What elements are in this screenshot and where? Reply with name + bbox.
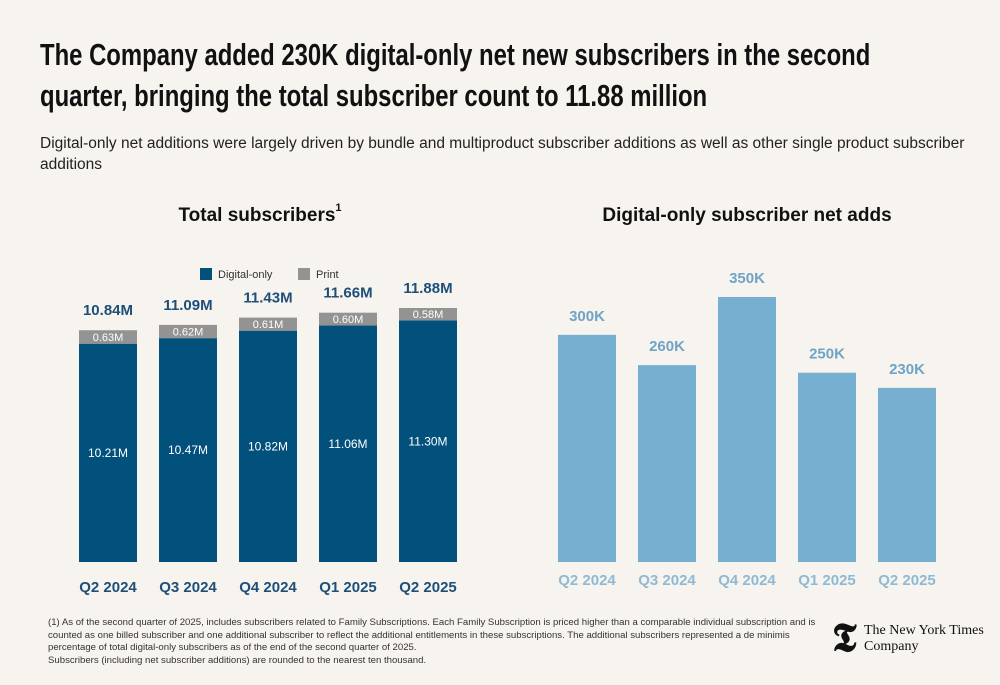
bar-segment — [79, 343, 137, 562]
total-label: 10.84M — [83, 302, 133, 319]
total-label: 11.88M — [403, 280, 452, 297]
footnotes: (1) As of the second quarter of 2025, in… — [48, 617, 818, 667]
value-label: 10.82M — [248, 440, 288, 454]
value-label: 230K — [889, 361, 925, 378]
logo-mark: 𝕿 — [832, 615, 857, 660]
bar — [718, 297, 776, 562]
bar — [558, 334, 616, 562]
x-tick-label: Q3 2024 — [159, 579, 217, 596]
value-label: 0.62M — [173, 326, 204, 338]
value-label: 0.61M — [253, 319, 284, 331]
value-label: 260K — [649, 338, 685, 355]
bar-segment — [319, 312, 377, 326]
value-label: 10.47M — [168, 443, 208, 457]
bar-segment — [159, 338, 217, 562]
total-label: 11.66M — [323, 285, 372, 302]
value-label: 11.06M — [328, 437, 367, 451]
legend-swatch — [298, 268, 310, 280]
x-tick-label: Q2 2025 — [399, 579, 457, 596]
value-label: 0.63M — [93, 332, 124, 344]
bar — [798, 372, 856, 562]
footnote: (1) As of the second quarter of 2025, in… — [48, 617, 816, 653]
x-tick-label: Q4 2024 — [718, 572, 776, 589]
value-label: 0.60M — [333, 314, 364, 326]
chart-title: Total subscribers1 — [178, 202, 341, 226]
x-tick-label: Q1 2025 — [798, 572, 856, 589]
footnote: Subscribers (including net subscriber ad… — [48, 654, 427, 666]
bar — [878, 387, 936, 562]
x-tick-label: Q2 2024 — [79, 579, 137, 596]
chart-title: Digital-only subscriber net adds — [602, 205, 891, 226]
legend-swatch — [200, 268, 212, 280]
bar-segment — [239, 317, 297, 331]
legend-label: Print — [316, 269, 339, 281]
legend-label: Digital-only — [218, 269, 273, 281]
bar-segment — [159, 324, 217, 339]
bar-segment — [239, 330, 297, 562]
x-tick-label: Q4 2024 — [239, 579, 297, 596]
value-label: 11.30M — [408, 434, 447, 448]
x-tick-label: Q1 2025 — [319, 579, 377, 596]
headline: The Company added 230K digital-only net … — [40, 37, 871, 113]
total-label: 11.09M — [163, 297, 212, 314]
bar-segment — [319, 325, 377, 562]
value-label: 300K — [569, 308, 605, 325]
footnote-marker: 1 — [335, 202, 341, 214]
total-label: 11.43M — [243, 290, 292, 307]
bar-segment — [399, 320, 457, 562]
x-tick-label: Q2 2025 — [878, 572, 936, 589]
value-label: 250K — [809, 346, 845, 363]
bar — [638, 365, 696, 562]
logo-text: The New York Times Company — [864, 623, 984, 654]
value-label: 0.58M — [413, 309, 444, 321]
bar-segment — [399, 308, 457, 321]
bar-segment — [79, 330, 137, 344]
value-label: 350K — [729, 270, 765, 287]
x-tick-label: Q2 2024 — [558, 572, 616, 589]
value-label: 10.21M — [88, 446, 128, 460]
subtitle: Digital-only net additions were largely … — [40, 135, 965, 173]
chart-title-text: Total subscribers — [178, 205, 335, 226]
x-tick-label: Q3 2024 — [638, 572, 696, 589]
